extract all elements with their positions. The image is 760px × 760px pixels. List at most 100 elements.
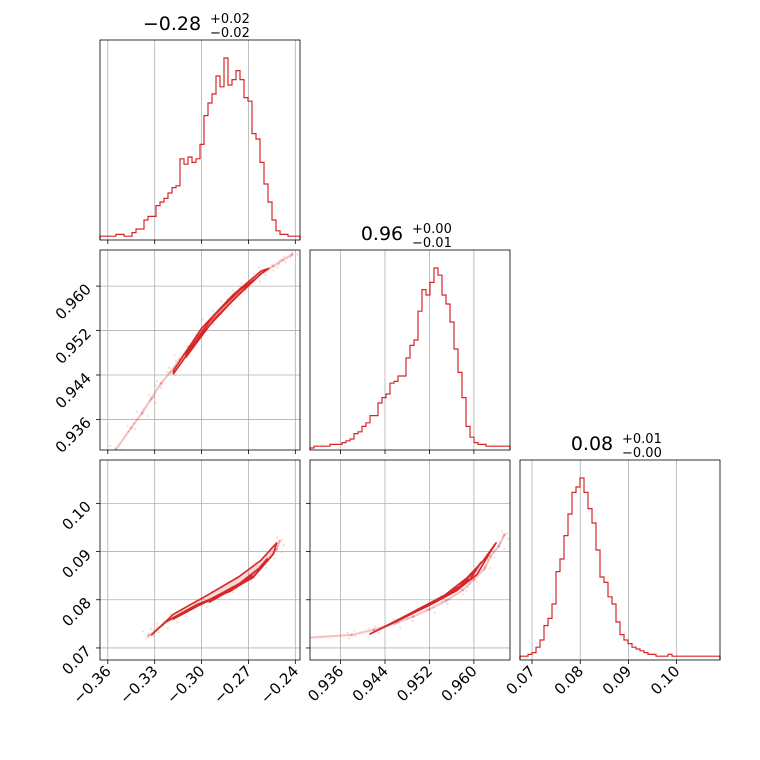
p0_p1-sample-point [174,359,177,362]
p1_p2-sample-point [466,585,470,588]
p0_p2-sample-point [280,551,283,554]
hist-2-frame [519,459,721,661]
x-tick-label-2: 0.07 [503,662,539,698]
p1_p2-sample-point [507,537,510,541]
param-2-err-minus: −0.00 [622,446,662,461]
p0_p2-sample-point [176,621,179,624]
p1_p2-sample-point [475,580,478,583]
x-tick-label-1: 0.944 [349,662,392,705]
p0_p1-sample-point [272,264,275,268]
p0_p1-panel [109,250,299,450]
p0_p1-sample-point [149,399,152,402]
p1_p2-sample-point [425,608,428,611]
p0_p2-contour-2 [208,574,253,603]
p0_p1-sample-point [279,258,282,262]
p0_p1-sample-point [140,411,144,415]
p1_p2-sample-point [411,619,414,623]
x-tick-label-1: 0.936 [304,662,347,705]
p1_p2-sample-point [497,544,501,548]
p1_p2-sample-point [377,631,381,635]
p1_p2-sample-point [483,564,487,567]
p0_p1-sample-point [167,366,171,369]
p0_p1-sample-point [284,261,287,264]
p1_p2-sample-point [447,598,450,601]
p0_p1-sample-point [296,253,299,256]
p0_p1-sample-point [271,263,274,267]
p0_p1-sample-point [155,380,159,383]
p0_p2-sample-point [275,547,278,551]
p1_p2-sample-point [502,535,505,538]
p1_p2-sample-point [441,600,444,603]
p1_p2-contour-0 [369,542,497,635]
p1_p2-sample-point [499,541,502,544]
hist-2-steps [519,477,721,660]
x-tick-label-2: 0.08 [551,662,587,698]
p1_p2-sample-point [489,554,492,558]
p0_p2-sample-point [217,598,220,601]
p0_p2-sample-point [152,634,155,638]
p0_p1-sample-point [291,251,294,254]
p1_p2-sample-point [293,633,295,635]
p0_p2-sample-point [149,627,152,630]
x-tick-label-0: −0.33 [116,662,161,707]
x-tick-label-2: 0.10 [647,662,683,698]
p1_p2-sample-point [483,566,487,570]
hist-1-frame [309,249,511,451]
y-tick-label-1: 0.936 [52,414,95,457]
p0_p2-sample-point [265,566,268,570]
p0_p1-sample-point [126,424,129,427]
p0_p1-sample-point [166,371,169,374]
hist-1-steps [309,267,511,450]
p0_p2-sample-point [276,544,279,547]
p1_p2-panel [293,530,510,640]
x-tick-label-1: 0.960 [438,662,481,705]
param-1-err-minus: −0.01 [412,236,452,251]
param-0-err-minus: −0.02 [210,26,250,41]
p0_p1-sample-point [147,393,151,397]
p1_p2-sample-point [346,631,349,634]
y-tick-label-2: 0.10 [58,497,94,533]
p1_p2-sample-point [393,623,396,627]
p1_p2-sample-point [500,530,503,533]
p1_p2-sample-point [461,593,464,596]
p0_p2-sample-point [147,632,150,635]
p1_p2-sample-point [406,617,409,620]
p0_p2-panel [142,536,285,640]
p0_p2-sample-point [281,538,284,541]
p0_p2-contour-0 [150,542,278,636]
param-1-title: 0.96 [361,223,403,245]
p1_p2-sample-point [446,602,449,606]
p1_p2-contour-2 [434,578,470,603]
p1_p2-sample-point [468,582,472,586]
y-tick-label-2: 0.08 [58,594,94,630]
p1_p2-sample-point [502,547,506,551]
p0_p2-sample-point [282,544,285,547]
p1_p2-sample-point [354,634,357,638]
p0_p2-sample-point [156,622,159,625]
p0_p1-sample-point [276,266,279,269]
p0_p1-sample-point [114,446,117,449]
x-tick-label-0: −0.27 [210,662,255,707]
p0_p2-sample-point [147,634,150,638]
x-tick-label-2: 0.09 [599,662,635,698]
p0_p2-sample-point [166,627,169,630]
p0_p2-sample-point [273,557,276,560]
p0_p2-sample-point [205,605,208,609]
p0_p2-sample-point [184,615,188,618]
p1_p2-sample-point [347,637,351,640]
p0_p1-contour-0 [172,267,270,375]
p0_p1-sample-point [109,444,112,447]
p0_p1-sample-point [159,386,163,389]
p1_p2-density-ridge [310,533,506,639]
p0_p1-sample-point [258,280,261,283]
p1_p2-sample-point [461,588,465,592]
p1_p2-sample-point [493,556,496,559]
p1_p2-sample-point [444,599,448,603]
p0_p1-sample-point [289,255,292,258]
p0_p1-sample-point [168,370,172,374]
p0_p1-sample-point [201,318,204,321]
p1_p2-sample-point [497,545,500,548]
p1_p2-sample-point [350,633,354,637]
p1_p2-sample-point [432,606,435,609]
p0_p2-sample-point [157,631,160,634]
